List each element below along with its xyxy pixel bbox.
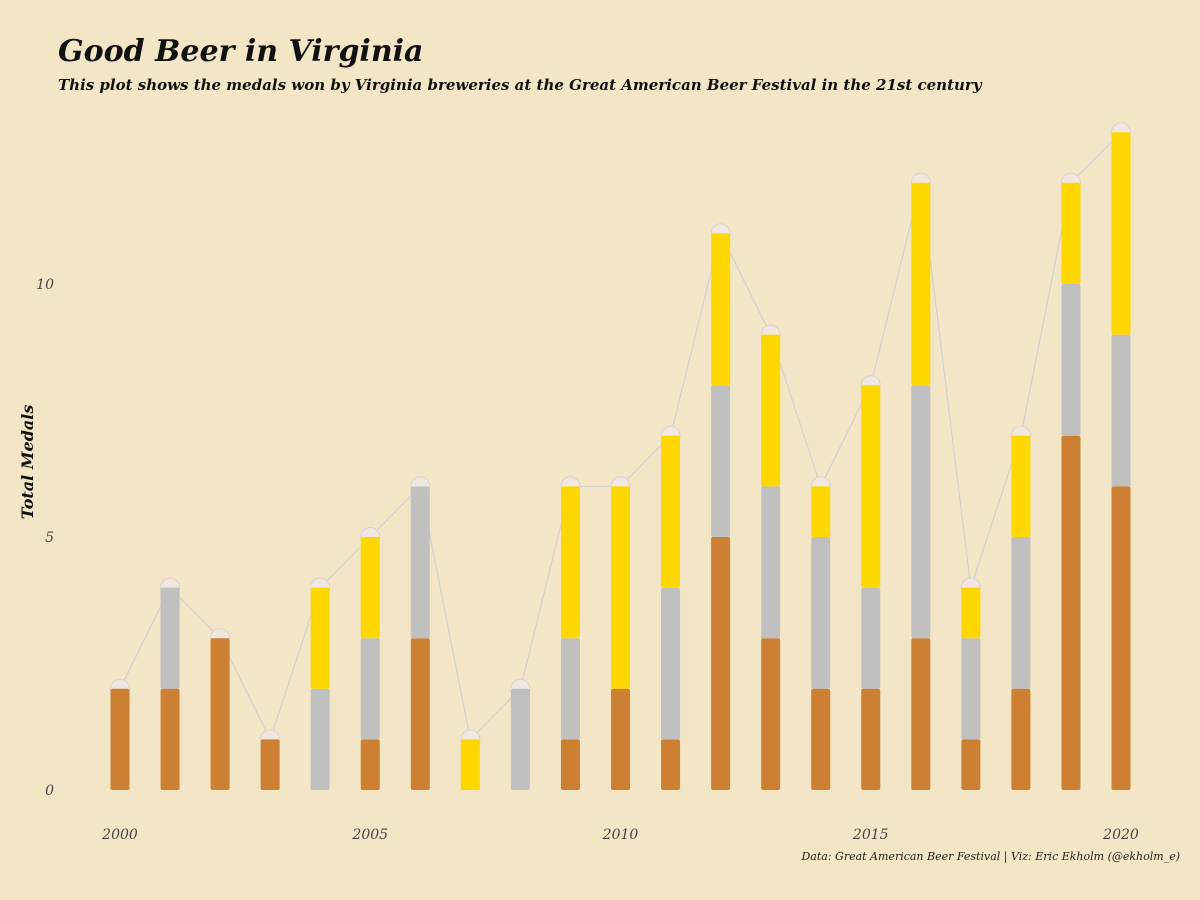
gold-bar-segment [310, 587, 330, 689]
gold-bar-segment [460, 739, 480, 790]
bronze-bar-segment [410, 638, 430, 790]
chart-subtitle: This plot shows the medals won by Virgin… [58, 76, 983, 94]
bronze-bar-segment [911, 638, 931, 790]
gold-bar-segment [1111, 132, 1131, 335]
silver-bar-segment [811, 537, 831, 689]
silver-bar-segment [310, 688, 330, 790]
bronze-bar-segment [611, 688, 630, 790]
y-tick-label: 5 [45, 530, 54, 546]
gold-bar-segment [1061, 182, 1081, 284]
bronze-bar-segment [761, 638, 781, 790]
silver-bar-segment [410, 486, 430, 639]
bronze-bar-segment [260, 739, 280, 790]
bronze-bar-segment [1011, 688, 1031, 790]
bronze-bar-segment [110, 688, 130, 790]
gold-bar-segment [711, 233, 731, 386]
silver-bar-segment [961, 638, 981, 740]
silver-bar-segment [911, 385, 931, 639]
bronze-bar-segment [560, 739, 580, 790]
silver-bar-segment [861, 587, 881, 689]
gold-bar-segment [560, 486, 580, 639]
bronze-bar-segment [210, 638, 230, 790]
bronze-bar-segment [961, 739, 981, 790]
silver-bar-segment [1061, 284, 1081, 436]
gold-bar-segment [961, 587, 981, 639]
bronze-bar-segment [711, 537, 731, 790]
bronze-bar-segment [1111, 486, 1131, 790]
chart-caption: Data: Great American Beer Festival | Viz… [800, 850, 1180, 864]
silver-bar-segment [160, 587, 180, 689]
x-tick-label: 2020 [1102, 827, 1139, 843]
gold-bar-segment [811, 486, 831, 537]
silver-bar-segment [560, 638, 580, 740]
bronze-bar-segment [861, 688, 881, 790]
bronze-bar-segment [661, 739, 681, 790]
gold-bar-segment [861, 385, 881, 588]
bronze-bar-segment [360, 739, 380, 790]
silver-bar-segment [711, 385, 731, 537]
bronze-bar-segment [160, 688, 180, 790]
silver-bar-segment [1111, 334, 1131, 487]
silver-bar-segment [510, 688, 530, 790]
y-tick-label: 10 [36, 277, 54, 293]
gold-bar-segment [761, 334, 781, 487]
gold-bar-segment [911, 182, 931, 386]
y-tick-label: 0 [45, 783, 54, 799]
silver-bar-segment [761, 486, 781, 639]
x-tick-label: 2010 [602, 827, 639, 843]
silver-bar-segment [1011, 537, 1031, 689]
chart-title: Good Beer in Virginia [58, 34, 423, 69]
x-tick-label: 2005 [351, 827, 388, 843]
silver-bar-segment [661, 587, 681, 740]
bronze-bar-segment [811, 688, 831, 790]
x-tick-label: 2000 [101, 827, 138, 843]
gold-bar-segment [1011, 435, 1031, 537]
gold-bar-segment [360, 537, 380, 639]
x-tick-label: 2015 [852, 827, 889, 843]
plot-area: 0 5 10 2000 2005 2010 2015 2020 [36, 122, 1139, 843]
silver-bar-segment [360, 638, 380, 740]
gold-bar-segment [661, 435, 681, 588]
y-axis-label: Total Medals [18, 405, 37, 520]
gold-bar-segment [611, 486, 630, 689]
bronze-bar-segment [1061, 435, 1081, 790]
